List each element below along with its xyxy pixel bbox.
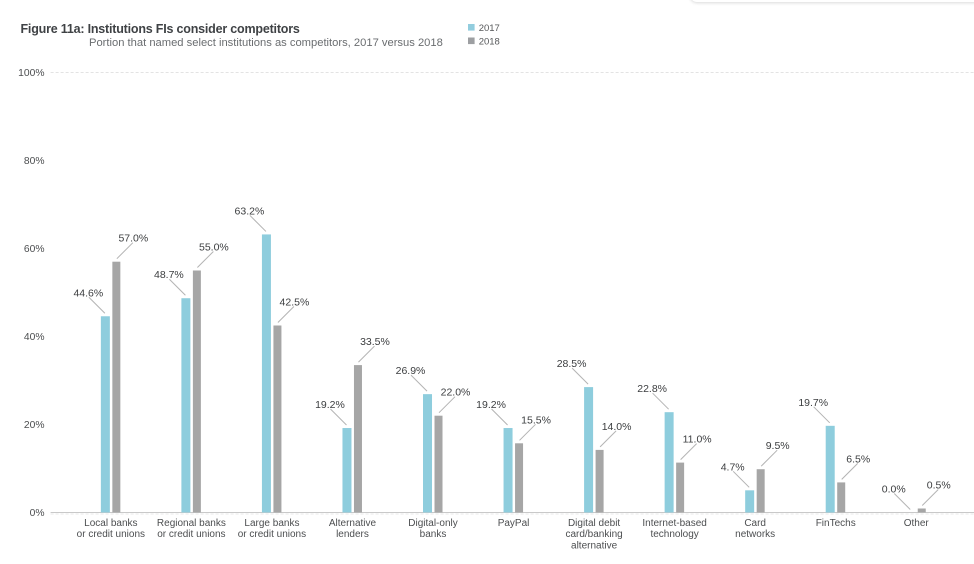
svg-text:19.7%: 19.7%: [798, 397, 828, 409]
svg-text:19.2%: 19.2%: [315, 399, 345, 411]
svg-text:banks: banks: [420, 529, 447, 540]
svg-text:48.7%: 48.7%: [154, 269, 184, 281]
svg-text:2017: 2017: [479, 23, 500, 34]
svg-text:42.5%: 42.5%: [280, 297, 310, 309]
svg-text:100%: 100%: [18, 68, 44, 79]
svg-text:33.5%: 33.5%: [360, 336, 390, 348]
svg-text:Other: Other: [904, 518, 930, 529]
svg-text:Alternative: Alternative: [329, 518, 377, 529]
svg-text:22.8%: 22.8%: [637, 383, 667, 395]
svg-text:0.5%: 0.5%: [927, 480, 951, 492]
svg-text:Internet-based: Internet-based: [642, 518, 707, 529]
svg-text:technology: technology: [650, 529, 698, 540]
svg-text:40%: 40%: [24, 332, 45, 343]
svg-text:2018: 2018: [479, 36, 500, 47]
svg-text:55.0%: 55.0%: [199, 242, 229, 254]
svg-text:22.0%: 22.0%: [441, 387, 471, 399]
svg-text:lenders: lenders: [336, 529, 369, 540]
svg-text:networks: networks: [735, 529, 775, 540]
svg-text:Local banks: Local banks: [84, 518, 137, 529]
svg-text:19.2%: 19.2%: [476, 399, 506, 411]
svg-text:60%: 60%: [24, 244, 45, 255]
svg-text:Large banks: Large banks: [244, 518, 299, 529]
svg-text:6.5%: 6.5%: [846, 453, 870, 465]
svg-text:80%: 80%: [24, 156, 45, 167]
svg-text:63.2%: 63.2%: [235, 205, 265, 217]
svg-text:11.0%: 11.0%: [683, 434, 712, 446]
svg-text:card/banking: card/banking: [565, 529, 622, 540]
svg-text:Digital debit: Digital debit: [568, 518, 620, 529]
svg-text:Regional banks: Regional banks: [157, 518, 226, 529]
svg-text:4.7%: 4.7%: [721, 461, 745, 473]
svg-text:15.5%: 15.5%: [521, 414, 551, 426]
svg-text:14.0%: 14.0%: [602, 421, 632, 433]
svg-text:57.0%: 57.0%: [118, 233, 148, 245]
svg-text:FinTechs: FinTechs: [816, 518, 856, 529]
svg-text:Card: Card: [744, 518, 766, 529]
svg-text:or credit unions: or credit unions: [238, 529, 306, 540]
svg-text:0.0%: 0.0%: [882, 484, 906, 496]
svg-text:PayPal: PayPal: [498, 518, 530, 529]
svg-text:9.5%: 9.5%: [766, 440, 790, 452]
svg-text:28.5%: 28.5%: [557, 358, 587, 370]
svg-text:26.9%: 26.9%: [396, 365, 426, 377]
svg-text:44.6%: 44.6%: [73, 287, 103, 299]
svg-text:20%: 20%: [24, 420, 45, 431]
svg-text:Digital-only: Digital-only: [408, 518, 457, 529]
svg-text:0%: 0%: [30, 508, 45, 519]
svg-text:alternative: alternative: [571, 540, 618, 551]
svg-text:or credit unions: or credit unions: [157, 529, 225, 540]
svg-text:or credit unions: or credit unions: [77, 529, 145, 540]
